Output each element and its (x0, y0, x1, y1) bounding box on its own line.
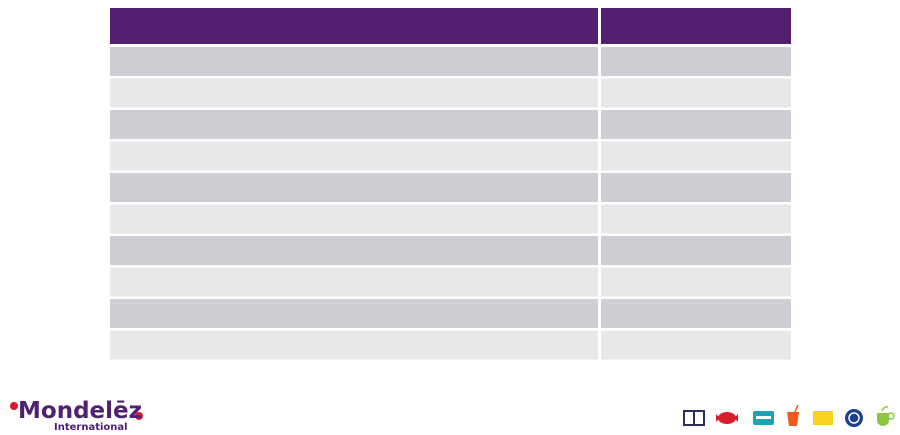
logo: Mondelēz International (10, 398, 143, 433)
body-cell (110, 267, 598, 297)
logo-dot (135, 412, 143, 420)
header-cell (110, 8, 598, 44)
icon-candy (718, 412, 736, 424)
icon-coffee (845, 409, 863, 427)
body-cell (601, 204, 791, 234)
brand-icons (683, 404, 895, 427)
body-cell (601, 78, 791, 108)
body-cell (110, 204, 598, 234)
body-cell (601, 110, 791, 139)
body-cell (110, 110, 598, 139)
body-cell (601, 267, 791, 297)
icon-gum (887, 412, 895, 420)
icon-chocolate (756, 416, 771, 419)
body-cell (601, 330, 791, 360)
body-cell (110, 330, 598, 360)
logo-subtitle: International (54, 422, 128, 433)
body-cell (110, 236, 598, 265)
icon-candy (734, 414, 738, 422)
body-cell (601, 47, 791, 76)
icon-gum (877, 413, 889, 426)
body-cell (601, 236, 791, 265)
icon-candy (716, 414, 720, 422)
icon-drink (794, 404, 799, 413)
header-cell (601, 8, 791, 44)
body-cell (110, 141, 598, 171)
logo-name: Mondelēz (18, 398, 142, 424)
icon-coffee (848, 412, 860, 424)
body-cell (110, 47, 598, 76)
table (110, 8, 791, 360)
icon-drink (787, 412, 799, 426)
body-cell (110, 299, 598, 328)
icon-gum (881, 406, 889, 412)
body-cell (110, 173, 598, 202)
body-cell (601, 299, 791, 328)
body-cell (110, 78, 598, 108)
icon-cheese (813, 411, 833, 425)
logo-dot (10, 402, 18, 410)
body-cell (601, 141, 791, 171)
body-cell (601, 173, 791, 202)
